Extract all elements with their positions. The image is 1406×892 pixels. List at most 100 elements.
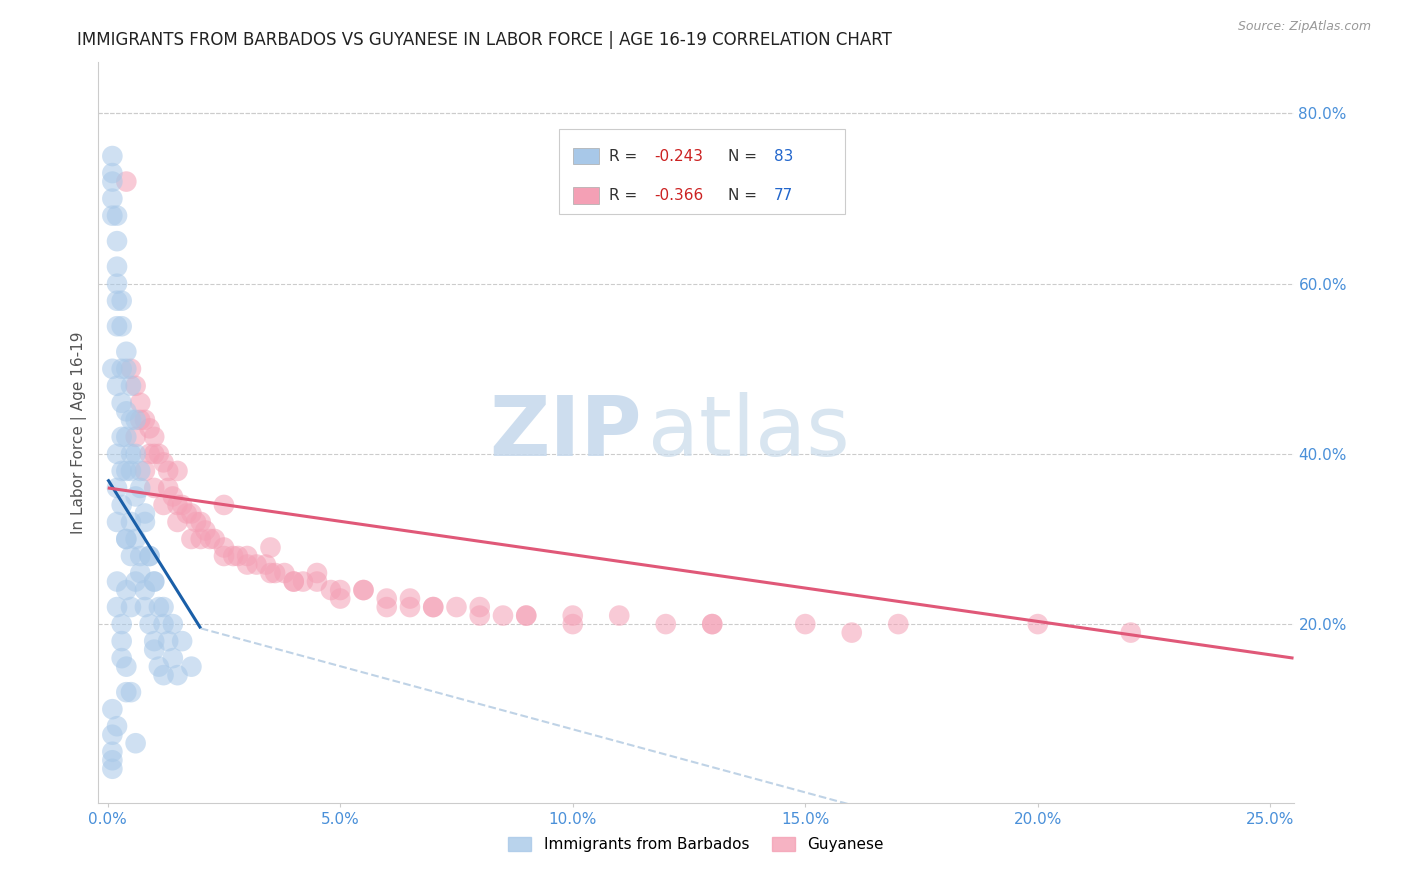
Point — [259, 541, 281, 555]
Point — [105, 234, 128, 248]
Point — [212, 549, 235, 563]
Point — [134, 600, 156, 615]
Point — [129, 566, 152, 580]
Point — [129, 396, 152, 410]
Point — [259, 566, 281, 580]
Point — [124, 379, 146, 393]
Text: ZIP: ZIP — [489, 392, 643, 473]
Point — [129, 481, 152, 495]
Point — [105, 293, 128, 308]
Point — [138, 549, 160, 563]
Point — [111, 293, 134, 308]
Text: -0.243: -0.243 — [654, 149, 703, 164]
Point — [120, 447, 142, 461]
Point — [111, 319, 134, 334]
Point — [138, 421, 160, 435]
Point — [212, 541, 235, 555]
Point — [194, 524, 217, 538]
Point — [399, 600, 422, 615]
Point — [152, 498, 174, 512]
Point — [180, 507, 202, 521]
Point — [120, 549, 142, 563]
Point — [105, 719, 128, 733]
Point — [152, 455, 174, 469]
Point — [204, 532, 226, 546]
Point — [143, 481, 166, 495]
Point — [120, 600, 142, 615]
Point — [115, 404, 138, 418]
Point — [162, 490, 184, 504]
Point — [101, 166, 124, 180]
Point — [841, 625, 863, 640]
Point — [143, 430, 166, 444]
Point — [101, 209, 124, 223]
Point — [319, 582, 342, 597]
Point — [329, 591, 352, 606]
Point — [111, 396, 134, 410]
Point — [166, 464, 188, 478]
Point — [172, 498, 194, 512]
Point — [292, 574, 315, 589]
Point — [101, 149, 124, 163]
Point — [226, 549, 249, 563]
Point — [180, 532, 202, 546]
Point — [162, 617, 184, 632]
Point — [143, 574, 166, 589]
Text: -0.366: -0.366 — [654, 188, 703, 203]
Point — [157, 481, 180, 495]
Point — [607, 608, 630, 623]
Point — [198, 532, 221, 546]
Point — [794, 617, 817, 632]
Point — [245, 558, 267, 572]
FancyBboxPatch shape — [558, 129, 845, 214]
Point — [353, 582, 375, 597]
Point — [184, 515, 207, 529]
Point — [111, 651, 134, 665]
Point — [172, 634, 194, 648]
Point — [492, 608, 515, 623]
Point — [143, 447, 166, 461]
Point — [561, 608, 583, 623]
Point — [124, 736, 146, 750]
Point — [190, 532, 212, 546]
Point — [124, 430, 146, 444]
Point — [353, 582, 375, 597]
Point — [111, 498, 134, 512]
Point — [101, 762, 124, 776]
Point — [212, 498, 235, 512]
Point — [124, 447, 146, 461]
Point — [111, 617, 134, 632]
Point — [111, 361, 134, 376]
Point — [236, 558, 259, 572]
Text: Source: ZipAtlas.com: Source: ZipAtlas.com — [1237, 20, 1371, 33]
Point — [375, 600, 398, 615]
Point — [105, 481, 128, 495]
Point — [399, 591, 422, 606]
Point — [101, 702, 124, 716]
Point — [375, 591, 398, 606]
Bar — [572, 187, 599, 203]
Point — [152, 617, 174, 632]
Point — [655, 617, 678, 632]
Y-axis label: In Labor Force | Age 16-19: In Labor Force | Age 16-19 — [72, 331, 87, 534]
Point — [134, 582, 156, 597]
Point — [236, 549, 259, 563]
Point — [120, 361, 142, 376]
Text: 83: 83 — [773, 149, 793, 164]
Point — [111, 464, 134, 478]
Point — [138, 447, 160, 461]
Point — [129, 464, 152, 478]
Point — [101, 745, 124, 759]
Point — [1119, 625, 1142, 640]
Point — [124, 413, 146, 427]
Point — [273, 566, 295, 580]
Point — [446, 600, 468, 615]
Point — [515, 608, 537, 623]
Point — [166, 668, 188, 682]
Point — [101, 753, 124, 767]
Point — [120, 379, 142, 393]
Point — [115, 659, 138, 673]
Point — [105, 277, 128, 291]
Point — [468, 608, 491, 623]
Point — [101, 192, 124, 206]
